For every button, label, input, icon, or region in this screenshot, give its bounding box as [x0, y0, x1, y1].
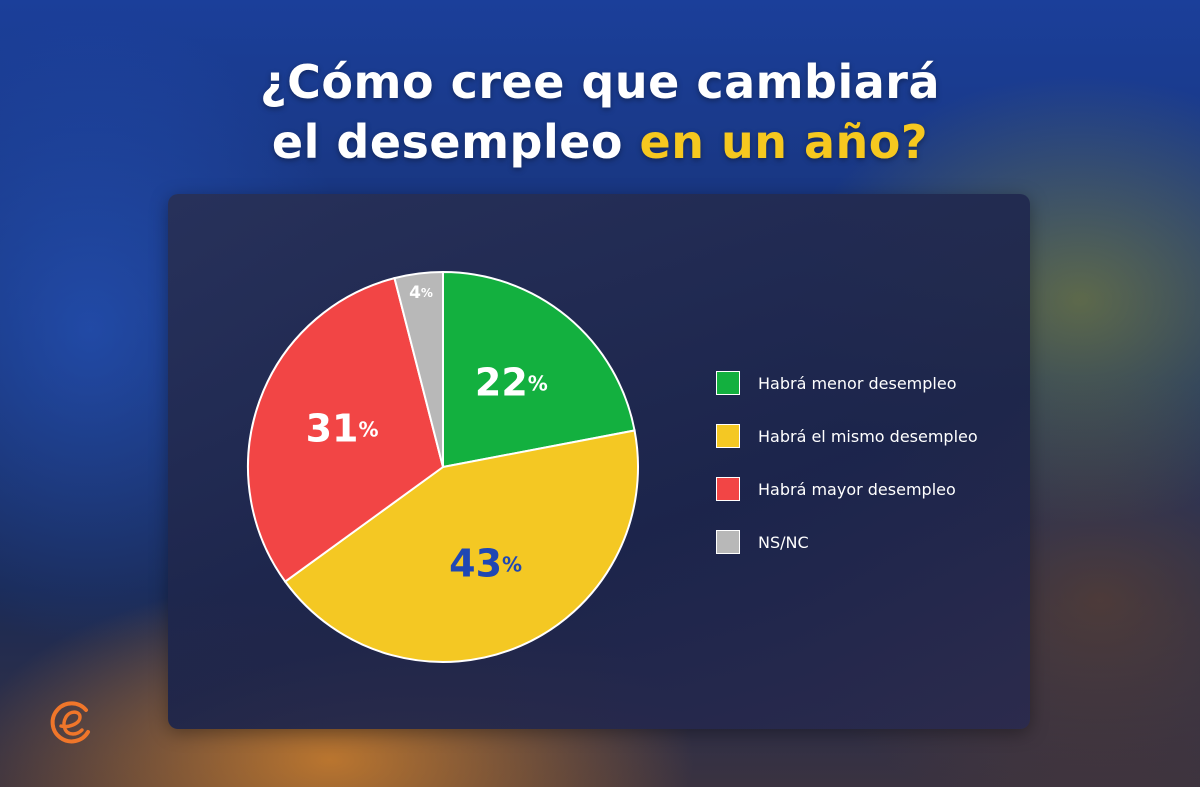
pie-label-mayor: 31% [306, 406, 379, 450]
pie-chart: 22% 43% 31% 4% [247, 270, 639, 663]
legend-swatch-mismo [716, 424, 740, 448]
legend-item-mismo: Habrá el mismo desempleo [716, 423, 978, 449]
title-line-2: el desempleo en un año? [0, 112, 1200, 172]
legend-item-nsnc: NS/NC [716, 529, 978, 555]
legend-label-menor: Habrá menor desempleo [758, 373, 957, 393]
legend-swatch-mayor [716, 477, 740, 501]
pie-slice-mayor [247, 276, 445, 584]
pie-slice-nsnc [393, 270, 444, 468]
legend-label-mayor: Habrá mayor desempleo [758, 479, 956, 499]
pie-slice-mismo [283, 429, 639, 663]
title-line-1: ¿Cómo cree que cambiará [259, 55, 941, 109]
pie-slice-menor [442, 270, 636, 469]
pie-label-menor: 22% [475, 360, 548, 404]
legend-item-mayor: Habrá mayor desempleo [716, 476, 978, 502]
pie-label-nsnc: 4% [409, 283, 433, 303]
legend-swatch-nsnc [716, 530, 740, 554]
title-line-2-accent: en un año? [639, 115, 929, 169]
chart-title: ¿Cómo cree que cambiará el desempleo en … [0, 52, 1200, 172]
pie-label-mismo: 43% [449, 541, 522, 585]
e-logo-icon [50, 701, 90, 744]
legend-item-menor: Habrá menor desempleo [716, 370, 978, 396]
legend-label-nsnc: NS/NC [758, 532, 809, 552]
legend-swatch-menor [716, 371, 740, 395]
legend: Habrá menor desempleo Habrá el mismo des… [716, 370, 978, 582]
legend-label-mismo: Habrá el mismo desempleo [758, 426, 978, 446]
title-line-2-prefix: el desempleo [271, 115, 640, 169]
